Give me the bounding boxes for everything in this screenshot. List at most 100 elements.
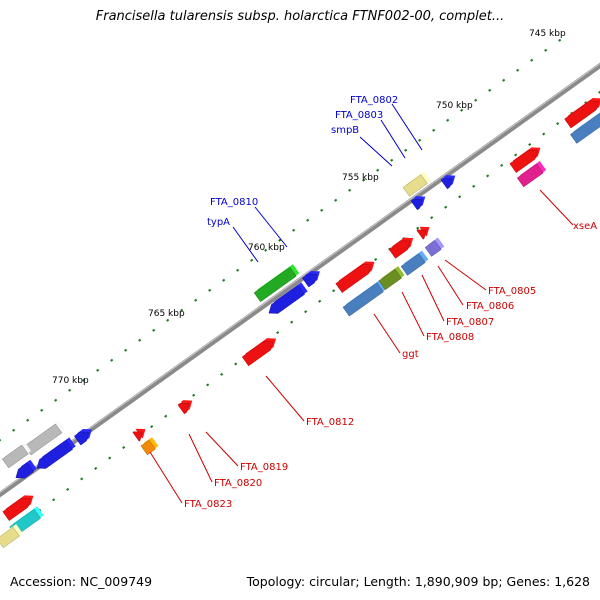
tick-dot [40,408,44,412]
tick-dot [292,228,296,232]
gene-arrow-body [36,440,74,469]
tick-dot [544,48,548,52]
leader-line [539,189,574,226]
gene-arrow [570,112,600,144]
tick-dot [390,158,394,162]
gene-arrow-body [410,198,423,211]
gene-arrow-body [388,240,411,259]
tick-dot [264,248,268,252]
tick-dot [66,487,70,491]
leader-line [232,226,259,263]
tick-dot [446,118,450,122]
leader-line [380,119,406,159]
tick-dot [488,88,492,92]
gene-arrow-body [570,113,600,144]
gene-label[interactable]: FTA_0802 [350,95,398,106]
tick-dot [0,438,2,442]
gene-arrow [400,250,429,276]
tick-dot [558,38,562,42]
tick-dot [192,393,196,397]
tick-dot [416,226,420,230]
gene-arrow [402,171,431,197]
gene-label[interactable]: typA [207,217,230,228]
gene-arrow [424,237,445,257]
gene-label[interactable]: FTA_0803 [335,110,383,121]
gene-arrow-body [253,266,297,303]
tick-dot [208,288,212,292]
tick-dot [362,178,366,182]
gene-arrow [15,459,37,479]
gene-arrow-body [132,431,143,442]
gene-arrow [132,428,146,442]
gene-arrow-body [509,150,538,174]
gene-labels-forward: FTA_0802 FTA_0803 smpB FTA_0810 typA [207,95,398,228]
tick-dots [0,38,600,512]
gene-label[interactable]: FTA_0806 [466,301,514,312]
tick-dot [94,466,98,470]
tick-dot [250,258,254,262]
tick-dot [234,362,238,366]
tick-dot [444,205,448,209]
gene-arrow [2,495,34,522]
tick-dot [332,289,336,293]
gene-arrow [140,437,159,456]
gene-arrow [253,264,300,303]
gene-label[interactable]: FTA_0819 [240,462,288,473]
tick-dot [528,142,532,146]
kbp-label: 760 kbp [248,243,285,253]
gene-label[interactable]: xseA [573,221,597,232]
gene-label[interactable]: FTA_0810 [210,197,258,208]
leader-line [149,451,183,504]
leader-line [401,291,425,337]
tick-dot [376,168,380,172]
tick-dot [404,148,408,152]
leader-line [421,274,445,322]
leader-lines [149,103,574,504]
tick-dot [514,153,518,157]
gene-arrow [0,524,23,549]
tick-dot [542,132,546,136]
gene-arrow-body [0,526,20,549]
gene-arrow [268,282,308,314]
map-title: Francisella tularensis subsp. holarctica… [95,9,505,24]
gene-arrow [177,400,193,415]
gene-label[interactable]: FTA_0823 [184,499,232,510]
tick-dot [110,358,114,362]
tick-dot [334,198,338,202]
tick-dot [68,388,72,392]
leader-line [359,136,393,167]
gene-label[interactable]: FTA_0807 [446,317,494,328]
gene-arrow [342,279,387,317]
gene-arrow-body [424,240,442,257]
gene-label[interactable]: FTA_0808 [426,332,474,343]
gene-arrow [73,429,92,446]
gene-arrow-body [378,268,402,291]
gene-features [0,98,600,549]
tick-dot [502,78,506,82]
tick-dot [460,108,464,112]
gene-arrow-body [73,431,90,446]
gene-arrow-body [301,273,318,288]
gene-label[interactable]: FTA_0812 [306,417,354,428]
tick-dot [318,299,322,303]
gene-arrow [24,420,65,456]
tick-dot [164,414,168,418]
kbp-label: 765 kbp [148,309,185,319]
gene-label[interactable]: ggt [402,349,419,360]
gene-arrow-body [335,264,372,293]
gene-labels-reverse: xseA FTA_0805 FTA_0806 FTA_0807 FTA_0808… [184,221,597,510]
tick-dot [348,188,352,192]
tick-dot [432,128,436,132]
tick-dot [374,257,378,261]
tick-dot [276,331,280,335]
gene-label[interactable]: smpB [331,125,359,136]
tick-dot [500,163,504,167]
gene-label[interactable]: FTA_0820 [214,478,262,489]
gene-arrow-body [24,423,63,456]
tick-dot [206,383,210,387]
gene-arrow-body [416,229,427,240]
tick-dot [152,328,156,332]
gene-label[interactable]: FTA_0805 [488,286,536,297]
tick-dot [236,268,240,272]
tick-dot [304,310,308,314]
